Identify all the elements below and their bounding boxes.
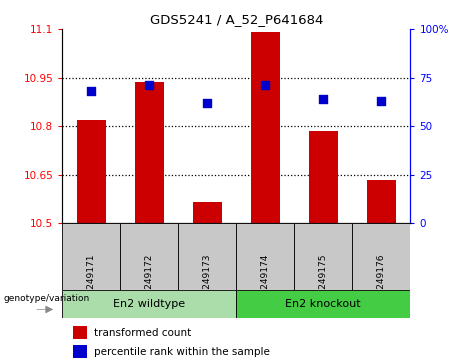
Text: GSM1249171: GSM1249171 — [87, 253, 96, 314]
Bar — [77, 120, 106, 223]
Point — [146, 82, 153, 88]
Bar — [73, 345, 87, 358]
Text: En2 wildtype: En2 wildtype — [113, 299, 185, 309]
Text: percentile rank within the sample: percentile rank within the sample — [94, 347, 269, 357]
Bar — [367, 180, 396, 223]
Bar — [135, 82, 164, 223]
Point — [204, 100, 211, 106]
Bar — [309, 131, 338, 223]
Point — [261, 82, 269, 88]
Title: GDS5241 / A_52_P641684: GDS5241 / A_52_P641684 — [149, 13, 323, 26]
Text: GSM1249173: GSM1249173 — [203, 253, 212, 314]
Bar — [352, 223, 410, 290]
Text: genotype/variation: genotype/variation — [3, 294, 89, 303]
Point — [319, 96, 327, 102]
Text: transformed count: transformed count — [94, 328, 191, 338]
Bar — [294, 223, 352, 290]
Point — [88, 88, 95, 94]
Bar — [236, 223, 294, 290]
Bar — [178, 223, 236, 290]
Bar — [62, 290, 236, 318]
Text: GSM1249175: GSM1249175 — [319, 253, 328, 314]
Bar — [73, 326, 87, 339]
Text: En2 knockout: En2 knockout — [285, 299, 361, 309]
Bar — [62, 223, 120, 290]
Text: GSM1249176: GSM1249176 — [377, 253, 386, 314]
Bar — [120, 223, 178, 290]
Bar — [193, 202, 222, 223]
Bar — [236, 290, 410, 318]
Point — [378, 98, 385, 104]
Text: GSM1249172: GSM1249172 — [145, 253, 154, 314]
Bar — [251, 32, 280, 223]
Text: GSM1249174: GSM1249174 — [261, 253, 270, 314]
